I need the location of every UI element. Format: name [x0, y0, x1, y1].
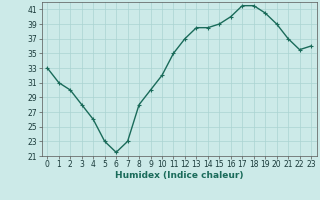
- X-axis label: Humidex (Indice chaleur): Humidex (Indice chaleur): [115, 171, 244, 180]
